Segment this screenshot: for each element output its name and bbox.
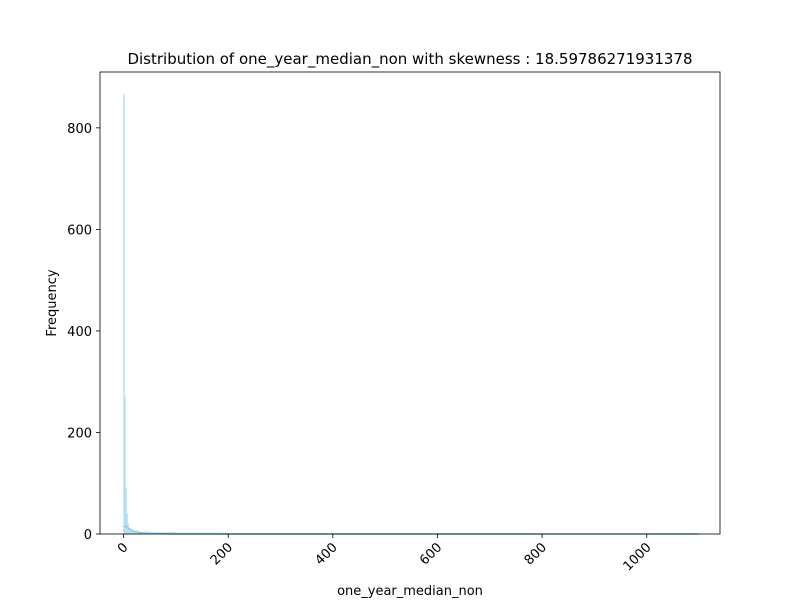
chart-title: Distribution of one_year_median_non with… <box>127 50 692 69</box>
histogram-bar <box>124 396 126 535</box>
y-tick-label: 400 <box>67 325 92 340</box>
y-tick-label: 600 <box>67 223 92 238</box>
x-tick-label: 400 <box>312 540 340 568</box>
x-tick-label: 600 <box>417 540 445 568</box>
y-tick-label: 200 <box>67 426 92 441</box>
histogram-bar <box>126 513 128 535</box>
plot-frame <box>99 71 721 535</box>
histogram-bar <box>123 94 125 535</box>
y-tick-label: 0 <box>84 528 92 543</box>
x-tick-label: 800 <box>522 540 550 568</box>
x-tick-label: 200 <box>208 540 236 568</box>
kde-line <box>123 524 700 535</box>
x-tick-label: 1000 <box>621 540 655 574</box>
x-axis-label: one_year_median_non <box>337 584 483 599</box>
y-axis-label: Frequency <box>45 269 60 336</box>
y-tick-label: 800 <box>67 122 92 137</box>
histogram-bars <box>123 94 700 535</box>
x-axis-ticks: 0 200 400 600 800 1000 <box>115 534 655 574</box>
histogram-bar <box>129 529 132 535</box>
y-axis-ticks: 0 200 400 600 800 <box>67 122 100 543</box>
x-tick-label: 0 <box>115 540 131 556</box>
